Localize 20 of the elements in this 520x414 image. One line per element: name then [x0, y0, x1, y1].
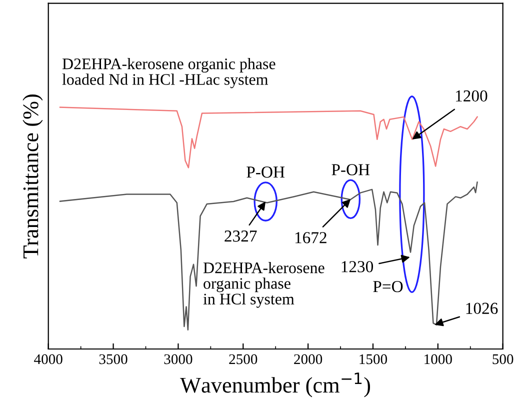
x-tick-label: 2000 [294, 354, 322, 364]
annotation: 2327 [224, 230, 257, 242]
series-label: D2EHPA-kerosene organic phase in HCl system [203, 262, 324, 308]
annotation: P-OH [332, 164, 370, 176]
x-axis-title: Wavenumber (cm$^{−1}$) [180, 372, 370, 398]
x-tick-label: 4000 [34, 354, 62, 364]
y-axis-title: Transmittance (%) [22, 94, 43, 258]
x-tick-label: 3000 [164, 354, 192, 364]
x-tick-label: 3500 [99, 354, 128, 364]
annotation: P=O [373, 280, 403, 292]
annotation: 1230 [342, 261, 374, 272]
x-tick-label: 1500 [360, 354, 388, 364]
x-tick-label: 2500 [229, 354, 258, 364]
x-tick-label: 500 [492, 354, 514, 364]
x-tick-label: 1000 [424, 354, 452, 364]
annotation: 1026 [466, 302, 498, 314]
annotation: P-OH [246, 166, 285, 178]
series-label: D2EHPA-kerosene organic phase loaded Nd in HCl -HLac system [62, 58, 276, 88]
annotation: 1672 [295, 232, 326, 244]
annotation: 1200 [456, 90, 488, 102]
